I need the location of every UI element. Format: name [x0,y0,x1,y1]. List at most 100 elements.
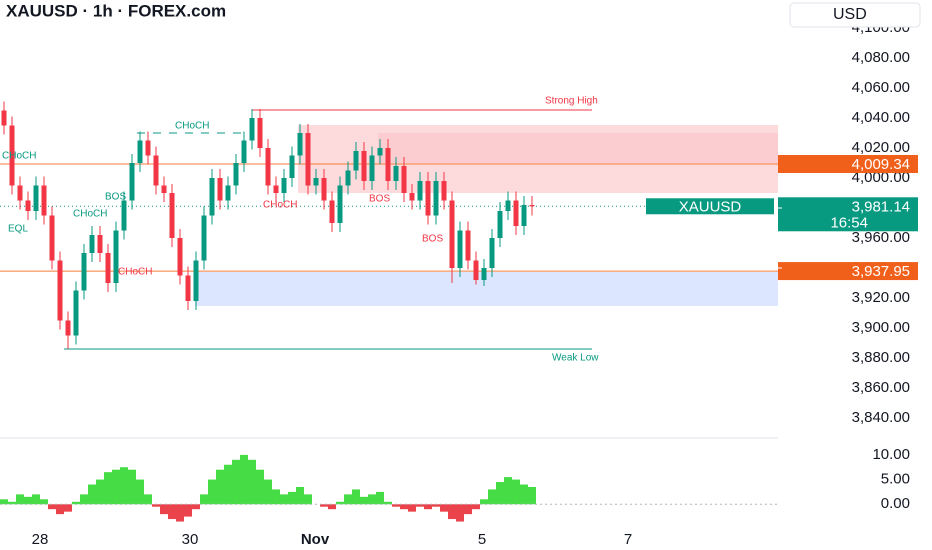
osc-bar [16,494,24,505]
candle-body [233,163,239,186]
osc-bar [528,486,536,505]
osc-bar [40,499,48,505]
candle-body [177,238,183,276]
candle-body [137,140,143,163]
candle-body [513,200,519,226]
candle-body [281,178,287,193]
y-tick-label: 3,840.00 [852,409,910,426]
candle-body [417,181,423,201]
candle-body [25,200,31,211]
candle-body [289,155,295,178]
osc-bar [208,479,216,505]
candle-body [121,200,127,231]
osc-bar [504,477,512,505]
candle-body [345,170,351,186]
symbol-tag-label: XAUUSD [679,198,742,215]
osc-bar [168,504,176,520]
osc-bar [416,504,424,507]
candle-body [153,155,159,186]
candle-body [385,148,391,181]
y-tick-label: 3,920.00 [852,289,910,306]
y-tick-label: 3,880.00 [852,349,910,366]
candle-body [9,125,15,186]
osc-bar [456,504,464,522]
candle-body [449,200,455,268]
candle-body [201,215,207,261]
candle-body [105,253,111,283]
candle-body [497,211,503,238]
osc-bar [128,469,136,505]
osc-tick-label: 5.00 [881,471,910,488]
y-tick-label: 4,020.00 [852,139,910,156]
osc-bar [48,504,56,510]
candle-body [241,140,247,163]
candle-body [249,118,255,141]
price-tag-label: 4,009.34 [852,156,910,173]
annotation: CHoCH [175,121,209,132]
osc-bar [272,489,280,505]
candle-body [425,181,431,216]
osc-bar [512,479,520,505]
candle-body [49,215,55,261]
x-tick-label: 30 [182,531,199,548]
candle-body [457,230,463,268]
candle-body [257,118,263,148]
candle-body [225,185,231,201]
candle-body [193,260,199,301]
candle-body [489,238,495,268]
price-tag [778,154,918,173]
osc-bar [376,491,384,505]
candle-body [353,151,359,171]
candle-body [33,185,39,211]
supply-zone-inner [378,133,778,163]
y-tick-label: 4,000.00 [852,169,910,186]
osc-bar [160,504,168,515]
annotation: CHoCH [2,151,36,162]
osc-bar [320,504,328,507]
osc-bar [288,491,296,505]
osc-bar [232,459,240,505]
osc-bar [336,501,344,505]
y-tick-label: 3,860.00 [852,379,910,396]
price-tag-label: 3,937.95 [852,263,910,280]
candle-body [217,178,223,201]
candle-body [81,253,87,291]
osc-bar [424,504,432,510]
candle-body [57,260,63,321]
osc-bar [472,504,480,510]
candle-body [433,181,439,216]
osc-bar [360,496,368,505]
candle-body [65,320,71,336]
candle-body [369,155,375,181]
annotation: Weak Low [552,353,599,364]
candle-body [473,260,479,280]
osc-bar [144,494,152,505]
candle-body [297,133,303,156]
candle-body [529,205,535,207]
osc-bar [464,504,472,515]
candle-body [209,178,215,216]
osc-bar [392,504,400,507]
osc-bar [432,504,440,507]
currency[interactable]: USD [833,6,867,23]
candle-body [313,178,319,186]
candle-body [185,275,191,301]
symbol-tag [646,198,774,215]
osc-bar [352,489,360,505]
osc-bar [64,504,72,512]
osc-bar [480,499,488,505]
osc-bar [296,486,304,505]
candle-body [169,193,175,238]
y-tick-label: 3,960.00 [852,229,910,246]
candle-body [505,200,511,211]
x-tick-label: 5 [478,531,486,548]
osc-bar [136,479,144,505]
osc-bar [32,494,40,505]
osc-bar [152,504,160,507]
annotation: CHoCH [263,200,297,211]
currency-button[interactable] [789,2,921,28]
candle-body [113,230,119,283]
candle-body [321,178,327,201]
